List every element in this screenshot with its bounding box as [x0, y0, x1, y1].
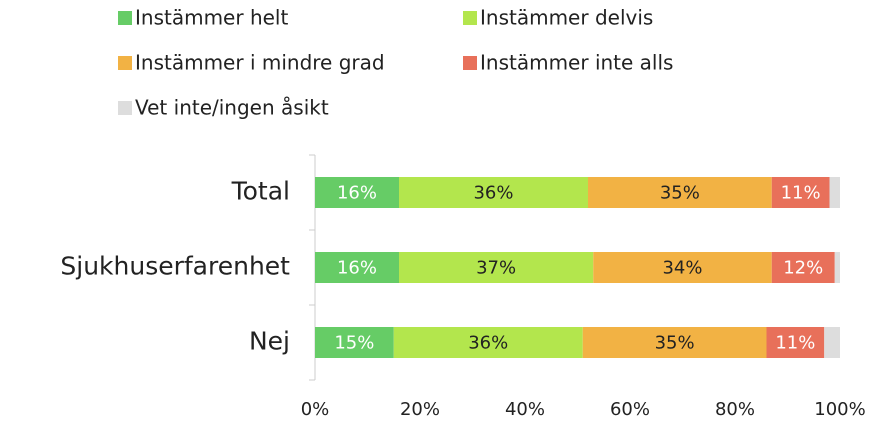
- data-label: 12%: [783, 258, 823, 279]
- legend-swatch: [118, 101, 132, 115]
- legend-label: Instämmer i mindre grad: [135, 51, 385, 75]
- category-label: Nej: [249, 327, 290, 356]
- legend-swatch: [463, 11, 477, 25]
- x-tick-label: 40%: [505, 399, 545, 420]
- data-label: 35%: [655, 333, 695, 354]
- category-label: Total: [231, 177, 290, 206]
- bar-segment: [399, 177, 588, 208]
- x-tick-label: 0%: [301, 399, 330, 420]
- data-label: 16%: [337, 258, 377, 279]
- data-label: 36%: [473, 183, 513, 204]
- legend-label: Instämmer inte alls: [480, 51, 673, 75]
- bar-segment: [315, 252, 399, 283]
- legend-label: Instämmer helt: [135, 6, 288, 30]
- data-label: 35%: [660, 183, 700, 204]
- bar-segment: [582, 327, 767, 358]
- legend-swatch: [463, 56, 477, 70]
- bar-segment: [771, 252, 835, 283]
- data-label: 36%: [468, 333, 508, 354]
- data-label: 16%: [337, 183, 377, 204]
- legend-swatch: [118, 56, 132, 70]
- bar-segment: [834, 252, 840, 283]
- data-label: 34%: [662, 258, 702, 279]
- x-tick-label: 80%: [715, 399, 755, 420]
- bar-segment: [593, 252, 772, 283]
- bar-segment: [393, 327, 583, 358]
- bar-segment: [766, 327, 825, 358]
- bar-segment: [399, 252, 594, 283]
- legend-swatch: [118, 11, 132, 25]
- legend-label: Vet inte/ingen åsikt: [135, 96, 329, 120]
- data-label: 11%: [775, 333, 815, 354]
- bar-segment: [315, 327, 394, 358]
- data-label: 37%: [476, 258, 516, 279]
- bar-segment: [588, 177, 772, 208]
- bar-segment: [315, 177, 399, 208]
- x-tick-label: 20%: [400, 399, 440, 420]
- x-tick-label: 60%: [610, 399, 650, 420]
- data-label: 15%: [334, 333, 374, 354]
- data-label: 11%: [781, 183, 821, 204]
- category-label: Sjukhuserfarenhet: [60, 252, 290, 281]
- legend-label: Instämmer delvis: [480, 6, 653, 30]
- x-tick-label: 100%: [814, 399, 865, 420]
- bar-segment: [829, 177, 840, 208]
- bar-segment: [771, 177, 830, 208]
- bar-segment: [824, 327, 840, 358]
